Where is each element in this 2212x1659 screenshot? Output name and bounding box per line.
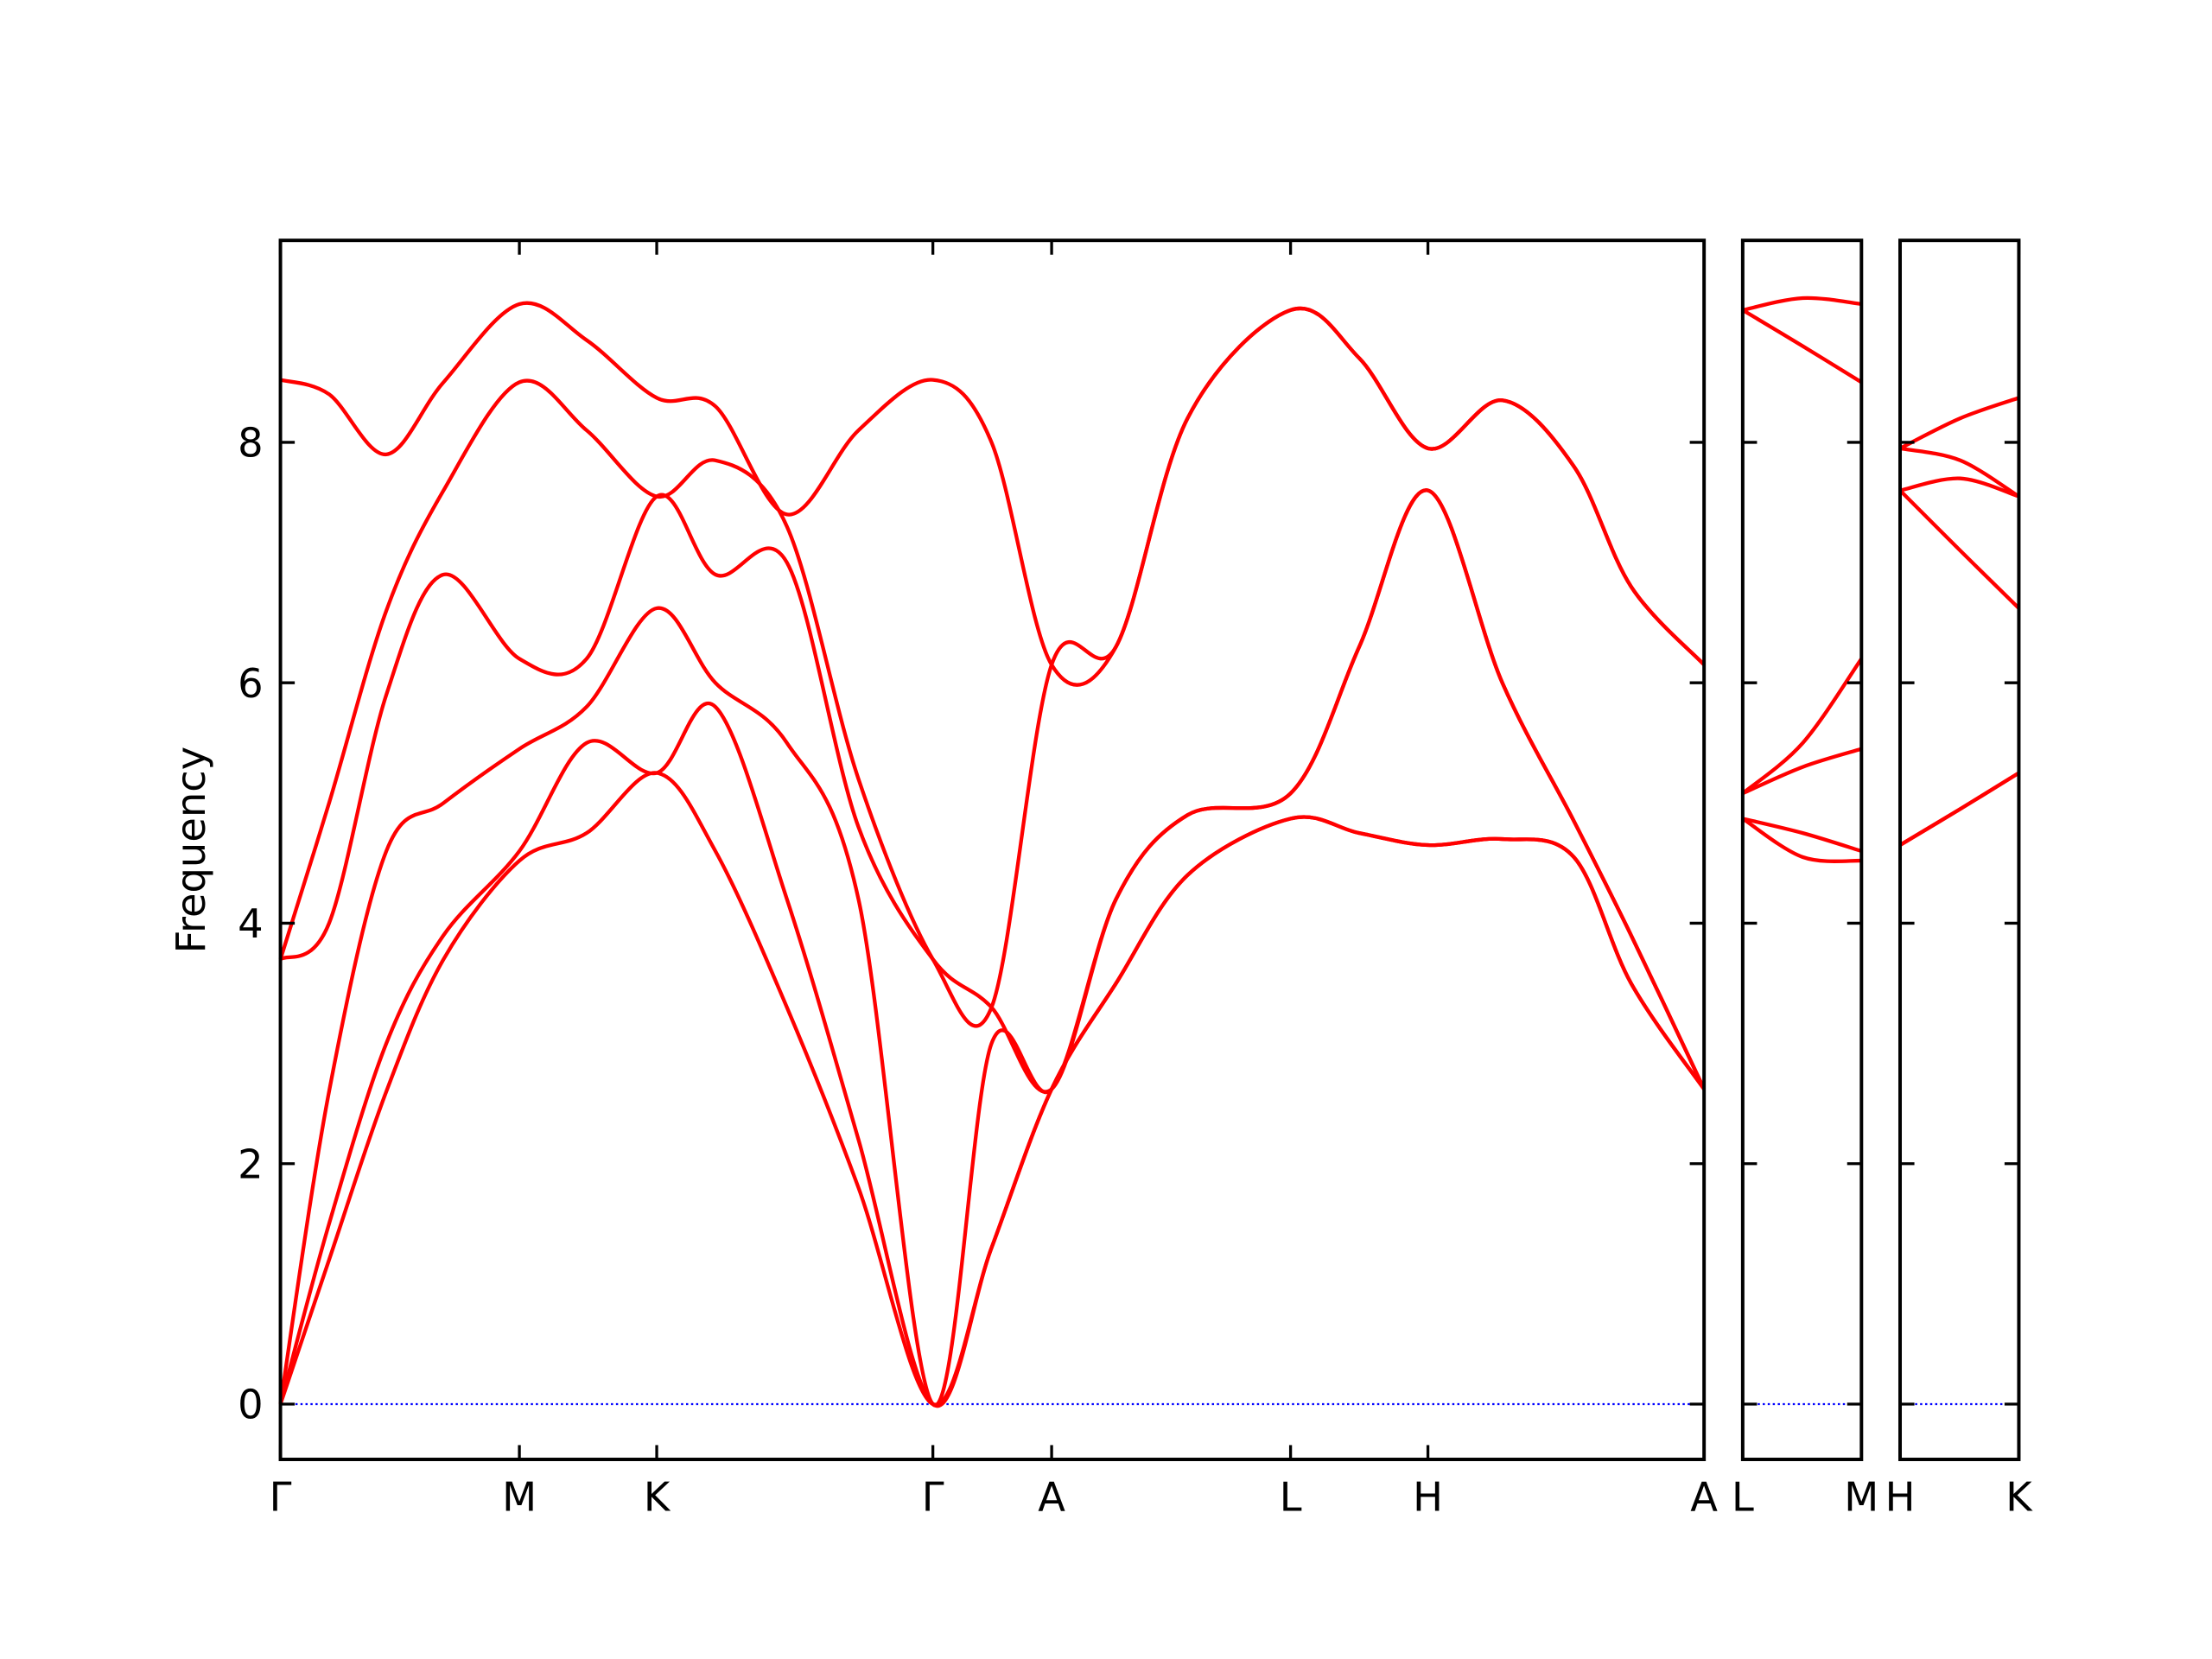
band-line	[1898, 771, 2020, 847]
x-tick-label: M	[502, 1474, 537, 1521]
x-tick-label: L	[1732, 1474, 1754, 1521]
x-tick-label: K	[2005, 1474, 2033, 1521]
band-line	[278, 306, 1706, 1028]
x-tick-label: K	[644, 1474, 671, 1521]
x-tick-label: Γ	[922, 1474, 944, 1521]
plot-frame	[1898, 238, 2021, 1461]
plot-frame	[1740, 238, 1864, 1461]
band-line	[279, 301, 1706, 687]
band-line	[1742, 747, 1862, 796]
y-tick-label: 4	[238, 900, 264, 947]
band-line	[278, 702, 1706, 1408]
x-tick-label: L	[1280, 1474, 1302, 1521]
plot-frame	[278, 238, 1707, 1461]
y-tick-label: 6	[238, 660, 264, 707]
band-line	[1899, 476, 2020, 499]
band-line	[1742, 296, 1862, 312]
band-line	[1741, 817, 1862, 863]
x-tick-label: Γ	[270, 1474, 292, 1521]
y-tick-label: 8	[238, 419, 264, 466]
band-line	[278, 771, 1706, 1407]
y-tick-label: 0	[238, 1382, 264, 1428]
band-line	[1899, 396, 2020, 450]
band-line	[279, 488, 1707, 1094]
x-tick-label: M	[1844, 1474, 1878, 1521]
band-line	[1741, 658, 1864, 795]
x-tick-label: H	[1413, 1474, 1443, 1521]
x-tick-label: A	[1690, 1474, 1718, 1521]
band-line	[1741, 308, 1863, 385]
band-line	[1899, 446, 2020, 499]
y-axis-label: Frequency	[168, 747, 214, 953]
band-line	[1742, 817, 1862, 854]
x-tick-label: H	[1885, 1474, 1916, 1521]
y-tick-label: 2	[238, 1141, 264, 1187]
band-line	[1898, 489, 2020, 610]
x-tick-label: A	[1038, 1474, 1065, 1521]
